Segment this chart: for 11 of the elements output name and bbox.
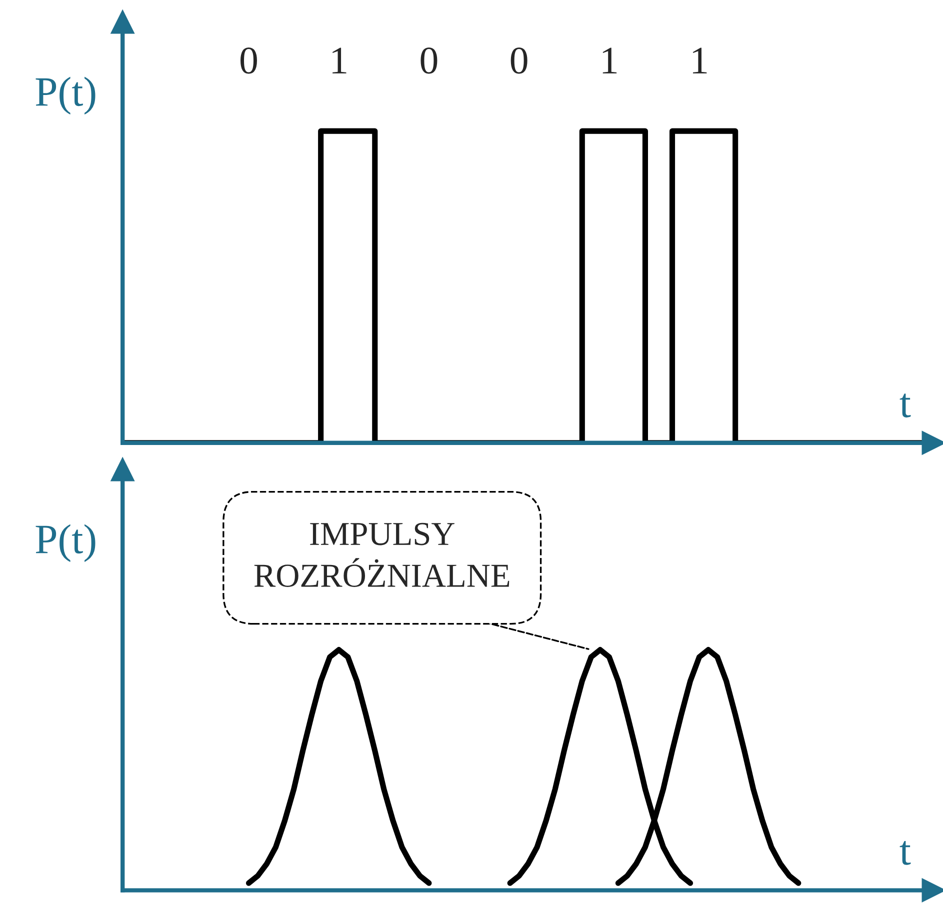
- text: 0: [240, 48, 257, 74]
- text: IMPULSY ROZRÓŻNIALNE: [254, 522, 510, 588]
- text: 1: [332, 48, 346, 74]
- x-axis-title: t: [900, 841, 911, 865]
- y-axis-title: P(t): [36, 524, 96, 562]
- text: 1: [692, 48, 707, 74]
- text: 0: [420, 48, 438, 74]
- x-axis-title: t: [900, 394, 911, 418]
- y-axis-title: P(t): [36, 76, 96, 115]
- text: 0: [510, 48, 528, 74]
- text: 1: [602, 48, 617, 74]
